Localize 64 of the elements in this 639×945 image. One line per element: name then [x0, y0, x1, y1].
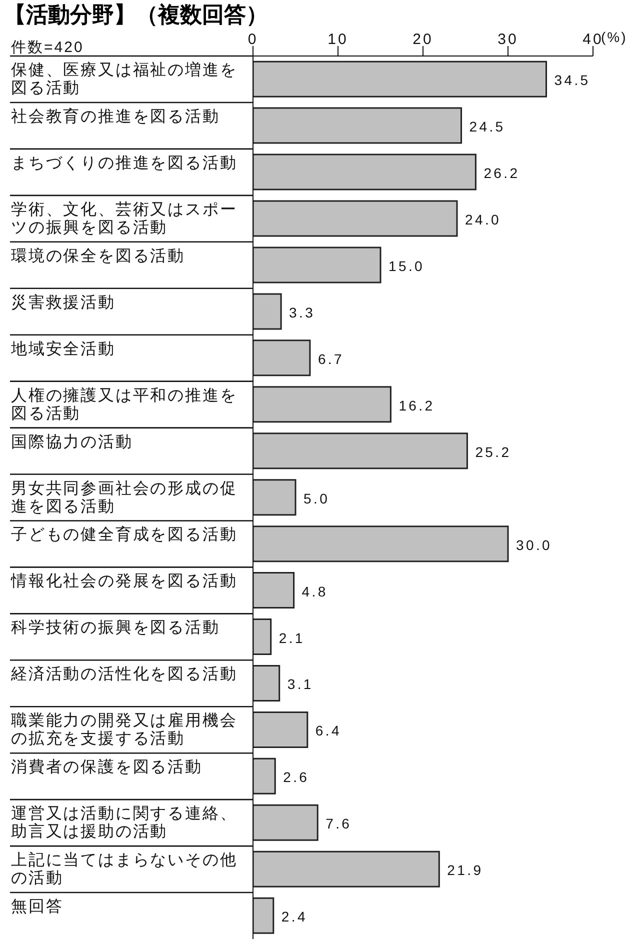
y-tick-label: 上記に当てはまらないその他の活動 [11, 851, 238, 888]
data-label: 7.6 [326, 816, 352, 832]
data-label: 24.5 [469, 118, 506, 135]
y-tick-label: 運営又は活動に関する連絡、助言又は援助の活動 [11, 804, 238, 841]
data-label: 21.9 [447, 862, 484, 878]
bar [253, 107, 462, 144]
bar [253, 340, 311, 376]
x-tick-label: 30 [498, 31, 518, 48]
y-tick-label: 消費者の保護を図る活動 [11, 758, 202, 776]
data-label: 25.2 [475, 444, 512, 460]
y-tick-label: 社会教育の推進を図る活動 [11, 107, 220, 126]
bar [253, 293, 282, 330]
x-tick-label: 20 [412, 31, 434, 48]
bar [253, 60, 547, 98]
data-label: 3.3 [289, 304, 316, 320]
bar [253, 154, 476, 190]
x-tick-label: 10 [328, 31, 348, 48]
bar [253, 850, 440, 888]
data-label: 4.8 [302, 583, 328, 600]
bar [253, 526, 509, 562]
y-tick-label: 環境の保全を図る活動 [11, 246, 185, 265]
bar [253, 200, 458, 237]
bar [253, 386, 392, 423]
bar [253, 897, 274, 934]
bar [253, 479, 296, 516]
data-label: 2.4 [281, 908, 308, 925]
text: 件数=420 [11, 39, 84, 56]
data-label: 5.0 [304, 490, 330, 506]
y-tick-label: まちづくりの推進を図る活動 [11, 154, 238, 172]
data-label: 15.0 [388, 258, 425, 274]
y-tick-label: 科学技術の振興を図る活動 [11, 618, 220, 637]
x-axis-title: (%) [601, 29, 628, 45]
y-tick-label: 人権の擁護又は平和の推進を図る活動 [11, 386, 238, 422]
y-tick-label: 職業能力の開発又は雇用機会の拡充を支援する活動 [11, 712, 238, 748]
bar [253, 432, 468, 470]
x-tick-label: 0 [248, 31, 258, 48]
y-tick-label: 保健、医療又は福祉の増進を図る活動 [11, 61, 238, 97]
bar [253, 618, 272, 656]
data-label: 24.0 [465, 212, 502, 228]
data-label: 6.4 [315, 722, 342, 739]
data-label: 3.1 [287, 676, 314, 692]
bar [253, 711, 308, 748]
data-label: 2.6 [283, 769, 310, 786]
bar [253, 246, 382, 284]
y-tick-label: 男女共同参画社会の形成の促進を図る活動 [11, 479, 238, 516]
bar [253, 758, 276, 794]
data-label: 2.1 [278, 630, 305, 646]
y-tick-label: 国際協力の活動 [11, 432, 133, 451]
y-tick-label: 無回答 [11, 898, 64, 916]
bar [253, 664, 280, 702]
y-tick-label: 子どもの健全育成を図る活動 [11, 526, 238, 544]
y-tick-label: 学術、文化、芸術又はスポーツの振興を図る活動 [11, 200, 238, 236]
bar [253, 572, 295, 609]
y-tick-label: 災害救援活動 [11, 293, 116, 312]
data-label: 34.5 [554, 72, 590, 88]
chart-title: 【活動分野】（複数回答） [3, 1, 269, 29]
y-tick-label: 情報化社会の発展を図る活動 [10, 572, 238, 590]
data-label: 6.7 [318, 350, 344, 367]
data-label: 30.0 [516, 536, 552, 553]
y-tick-label: 経済活動の活性化を図る活動 [10, 665, 238, 684]
y-tick-label: 地域安全活動 [10, 340, 116, 358]
data-label: 26.2 [484, 165, 520, 182]
bar [253, 804, 318, 841]
data-label: 16.2 [398, 397, 435, 414]
